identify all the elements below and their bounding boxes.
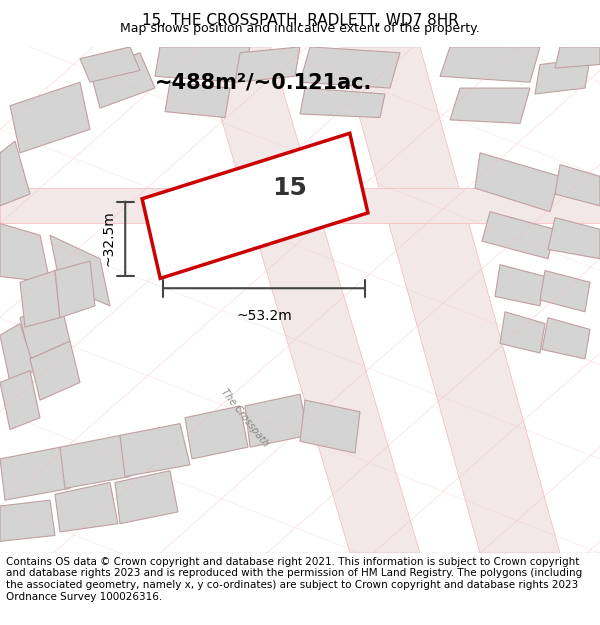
Polygon shape bbox=[300, 88, 385, 118]
Polygon shape bbox=[30, 341, 80, 400]
Polygon shape bbox=[540, 271, 590, 312]
Polygon shape bbox=[60, 436, 130, 488]
Text: The Crosspath: The Crosspath bbox=[280, 158, 331, 219]
Polygon shape bbox=[20, 271, 60, 327]
Polygon shape bbox=[440, 47, 540, 82]
Polygon shape bbox=[55, 482, 118, 532]
Polygon shape bbox=[0, 224, 50, 282]
Polygon shape bbox=[55, 261, 95, 318]
Polygon shape bbox=[245, 394, 308, 447]
Polygon shape bbox=[300, 47, 400, 88]
Polygon shape bbox=[200, 47, 420, 553]
Polygon shape bbox=[0, 447, 70, 500]
Polygon shape bbox=[90, 52, 155, 108]
Polygon shape bbox=[165, 82, 230, 118]
Polygon shape bbox=[20, 300, 70, 359]
Text: ~53.2m: ~53.2m bbox=[236, 309, 292, 323]
Polygon shape bbox=[548, 217, 600, 259]
Polygon shape bbox=[10, 82, 90, 153]
Polygon shape bbox=[115, 471, 178, 524]
Text: Contains OS data © Crown copyright and database right 2021. This information is : Contains OS data © Crown copyright and d… bbox=[6, 557, 582, 601]
Polygon shape bbox=[0, 500, 55, 541]
Polygon shape bbox=[542, 318, 590, 359]
Polygon shape bbox=[535, 59, 590, 94]
Polygon shape bbox=[235, 47, 300, 82]
Polygon shape bbox=[0, 188, 600, 224]
Polygon shape bbox=[555, 164, 600, 206]
Polygon shape bbox=[185, 406, 248, 459]
Text: 15, THE CROSSPATH, RADLETT, WD7 8HR: 15, THE CROSSPATH, RADLETT, WD7 8HR bbox=[142, 13, 458, 28]
Polygon shape bbox=[0, 371, 40, 429]
Polygon shape bbox=[50, 235, 110, 306]
Polygon shape bbox=[120, 424, 190, 477]
Polygon shape bbox=[0, 324, 35, 382]
Text: The Crosspath: The Crosspath bbox=[220, 387, 271, 449]
Polygon shape bbox=[495, 264, 545, 306]
Polygon shape bbox=[340, 47, 560, 553]
Polygon shape bbox=[500, 312, 545, 353]
Polygon shape bbox=[142, 133, 368, 278]
Text: 15: 15 bbox=[272, 176, 307, 200]
Polygon shape bbox=[300, 400, 360, 453]
Polygon shape bbox=[80, 47, 140, 82]
Polygon shape bbox=[0, 141, 30, 206]
Text: Map shows position and indicative extent of the property.: Map shows position and indicative extent… bbox=[120, 22, 480, 35]
Polygon shape bbox=[555, 47, 600, 68]
Polygon shape bbox=[475, 153, 560, 212]
Polygon shape bbox=[450, 88, 530, 123]
Polygon shape bbox=[482, 212, 555, 259]
Text: ~488m²/~0.121ac.: ~488m²/~0.121ac. bbox=[155, 72, 373, 92]
Polygon shape bbox=[155, 47, 250, 82]
Text: ~32.5m: ~32.5m bbox=[101, 211, 115, 266]
